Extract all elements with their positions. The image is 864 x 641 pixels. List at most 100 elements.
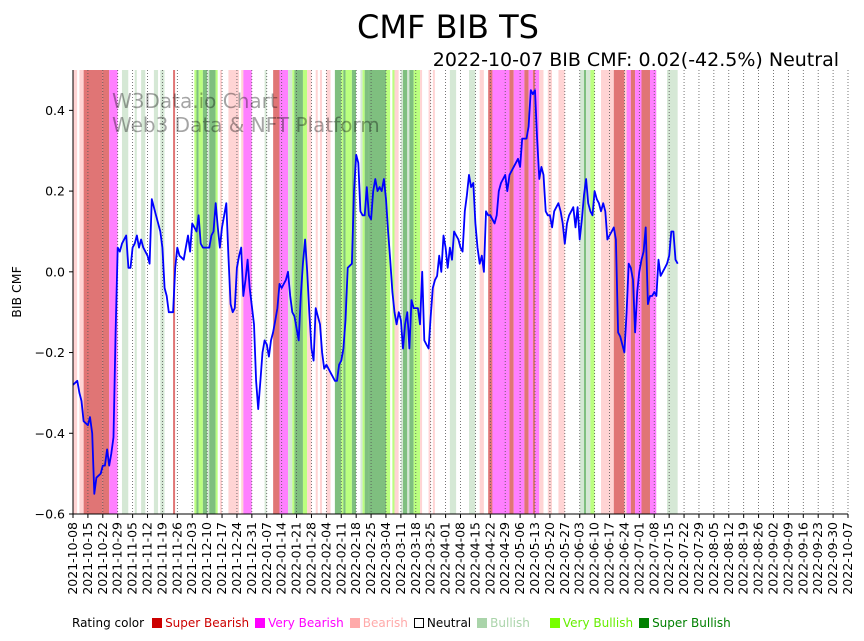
- rating-band-89: [535, 70, 540, 514]
- x-tick-label-15: 2022-01-21: [289, 522, 304, 595]
- rating-band-100: [594, 70, 602, 514]
- rating-band-7: [121, 70, 129, 514]
- legend-items: Super Bearish Very Bearish Bearish Neutral B…: [150, 616, 735, 630]
- rating-band-72: [428, 70, 431, 514]
- rating-band-24: [209, 70, 216, 514]
- rating-band-71: [422, 70, 429, 514]
- rating-band-60: [385, 70, 391, 514]
- legend-swatch: [413, 618, 424, 628]
- x-tick-label-16: 2022-01-28: [303, 522, 318, 595]
- x-tick-label-50: 2022-09-23: [810, 522, 825, 595]
- x-tick-label-25: 2022-04-01: [438, 522, 453, 595]
- rating-band-3: [83, 70, 103, 514]
- rating-band-26: [217, 70, 220, 514]
- rating-band-80: [479, 70, 484, 514]
- x-tick-label-14: 2022-01-14: [274, 522, 289, 595]
- legend-item-super-bullish: Super Bullish: [637, 616, 731, 630]
- x-tick-label-51: 2022-09-30: [825, 522, 840, 595]
- rating-band-47: [322, 70, 327, 514]
- rating-band-61: [390, 70, 393, 514]
- y-axis-label: BIB CMF: [9, 266, 24, 318]
- x-tick-label-35: 2022-06-10: [587, 522, 602, 595]
- rating-band-94: [558, 70, 565, 514]
- x-axis-ticks: 2021-10-08 2021-10-15 2021-10-22 2021-10-29…: [65, 70, 855, 595]
- rating-band-78: [469, 70, 476, 514]
- rating-band-42: [307, 70, 312, 514]
- rating-band-32: [243, 70, 252, 514]
- rating-band-54: [351, 70, 357, 514]
- legend-label: Super Bullish: [652, 616, 731, 630]
- rating-band-22: [202, 70, 208, 514]
- legend-swatch: [477, 618, 488, 628]
- rating-band-9: [134, 70, 137, 514]
- x-tick-label-29: 2022-04-29: [497, 522, 512, 595]
- rating-bands: [73, 70, 678, 514]
- watermark-line-1: Web3 Data & NFT Platform: [112, 113, 380, 137]
- rating-band-45: [317, 70, 320, 514]
- rating-band-108: [649, 70, 657, 514]
- rating-band-106: [635, 70, 642, 514]
- rating-band-95: [564, 70, 580, 514]
- x-tick-label-5: 2021-11-12: [140, 522, 155, 595]
- rating-band-103: [624, 70, 627, 514]
- x-tick-label-26: 2022-04-08: [453, 522, 468, 595]
- rating-band-74: [432, 70, 435, 514]
- rating-band-102: [613, 70, 625, 514]
- rating-band-97: [583, 70, 587, 514]
- x-tick-label-37: 2022-06-24: [616, 522, 631, 595]
- y-tick-label-5: 0.4: [45, 103, 65, 118]
- legend-item-neutral: Neutral: [412, 616, 471, 630]
- legend-swatch: [549, 618, 560, 628]
- rating-band-107: [641, 70, 650, 514]
- rating-band-96: [579, 70, 584, 514]
- rating-band-13: [153, 70, 159, 514]
- x-tick-label-2: 2021-10-22: [95, 522, 110, 595]
- rating-band-101: [601, 70, 614, 514]
- rating-band-5: [109, 70, 118, 514]
- x-tick-label-38: 2022-07-01: [631, 522, 646, 595]
- x-tick-label-23: 2022-03-18: [408, 522, 423, 595]
- legend-item-very-bullish: Very Bullish: [548, 616, 633, 630]
- legend-swatch: [152, 618, 163, 628]
- x-tick-label-24: 2022-03-25: [423, 522, 438, 595]
- rating-band-99: [590, 70, 595, 514]
- x-tick-label-22: 2022-03-11: [393, 522, 408, 595]
- rating-band-56: [360, 70, 363, 514]
- rating-band-14: [158, 70, 161, 514]
- rating-band-49: [330, 70, 335, 514]
- rating-band-62: [392, 70, 395, 514]
- y-tick-label-0: −0.6: [35, 507, 65, 522]
- rating-band-29: [228, 70, 240, 514]
- x-tick-label-46: 2022-08-26: [751, 522, 766, 595]
- watermark-line-0: W3Data.io Chart: [112, 89, 278, 113]
- x-tick-label-30: 2022-05-06: [512, 522, 527, 595]
- rating-band-50: [334, 70, 342, 514]
- x-tick-label-40: 2022-07-15: [661, 522, 676, 595]
- rating-band-40: [294, 70, 303, 514]
- rating-band-16: [164, 70, 174, 514]
- y-tick-label-1: −0.4: [35, 426, 65, 441]
- rating-legend: Rating color Super Bearish Very Bearish Be…: [72, 616, 735, 630]
- rating-band-33: [251, 70, 265, 514]
- rating-band-8: [128, 70, 135, 514]
- x-tick-label-33: 2022-05-27: [557, 522, 572, 595]
- x-tick-label-47: 2022-09-02: [765, 522, 780, 595]
- rating-band-1: [77, 70, 80, 514]
- x-tick-label-41: 2022-07-22: [676, 522, 691, 595]
- x-tick-label-19: 2022-02-18: [348, 522, 363, 595]
- rating-band-53: [345, 70, 352, 514]
- x-tick-label-45: 2022-08-19: [736, 522, 751, 595]
- rating-band-104: [626, 70, 631, 514]
- rating-band-90: [539, 70, 544, 514]
- x-tick-label-21: 2022-03-04: [378, 522, 393, 595]
- rating-band-46: [319, 70, 323, 514]
- rating-band-20: [196, 70, 199, 514]
- x-tick-label-52: 2022-10-07: [840, 522, 855, 595]
- x-tick-label-7: 2021-11-26: [169, 522, 184, 595]
- x-tick-label-4: 2021-11-05: [125, 522, 140, 595]
- x-tick-label-13: 2022-01-07: [259, 522, 274, 595]
- x-tick-label-8: 2021-12-03: [184, 522, 199, 595]
- x-tick-label-39: 2022-07-08: [646, 522, 661, 595]
